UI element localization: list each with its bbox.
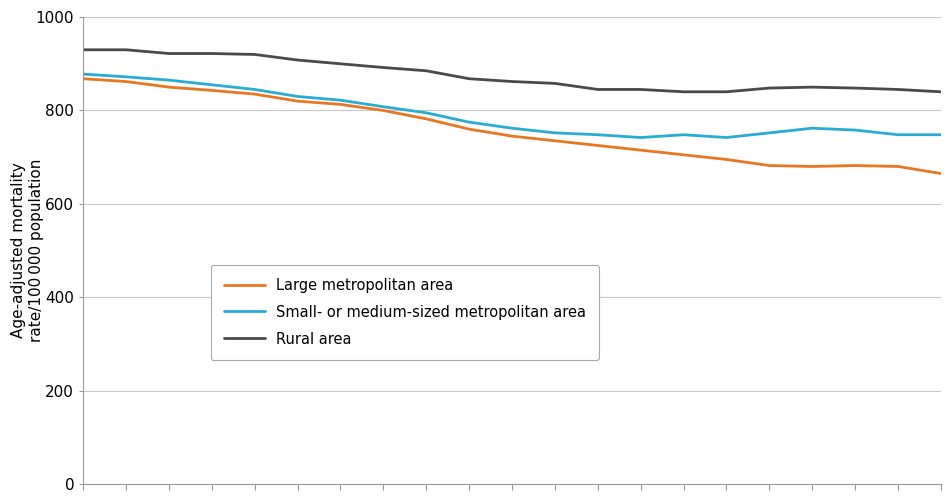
Small- or medium-sized metropolitan area	[935, 132, 946, 138]
Line: Large metropolitan area: Large metropolitan area	[83, 79, 941, 173]
Small- or medium-sized metropolitan area	[635, 135, 646, 141]
Small- or medium-sized metropolitan area	[549, 130, 561, 136]
Large metropolitan area	[292, 98, 304, 104]
Rural area	[120, 47, 131, 53]
Rural area	[292, 57, 304, 63]
Large metropolitan area	[249, 91, 261, 97]
Small- or medium-sized metropolitan area	[378, 104, 389, 110]
Y-axis label: Age-adjusted mortality
rate/100 000 population: Age-adjusted mortality rate/100 000 popu…	[11, 159, 44, 342]
Rural area	[635, 87, 646, 93]
Large metropolitan area	[506, 133, 518, 139]
Large metropolitan area	[635, 147, 646, 153]
Rural area	[207, 50, 218, 56]
Rural area	[378, 65, 389, 71]
Large metropolitan area	[207, 87, 218, 93]
Small- or medium-sized metropolitan area	[721, 135, 732, 141]
Large metropolitan area	[678, 152, 689, 158]
Large metropolitan area	[592, 143, 604, 149]
Large metropolitan area	[77, 76, 89, 82]
Small- or medium-sized metropolitan area	[120, 74, 131, 80]
Small- or medium-sized metropolitan area	[77, 71, 89, 77]
Small- or medium-sized metropolitan area	[806, 125, 818, 131]
Small- or medium-sized metropolitan area	[335, 97, 347, 103]
Rural area	[892, 87, 903, 93]
Large metropolitan area	[935, 170, 946, 176]
Rural area	[421, 68, 432, 74]
Large metropolitan area	[549, 138, 561, 144]
Rural area	[592, 87, 604, 93]
Rural area	[335, 61, 347, 67]
Rural area	[163, 50, 174, 56]
Rural area	[77, 47, 89, 53]
Small- or medium-sized metropolitan area	[163, 77, 174, 83]
Large metropolitan area	[721, 156, 732, 162]
Small- or medium-sized metropolitan area	[292, 93, 304, 99]
Rural area	[549, 80, 561, 86]
Rural area	[721, 89, 732, 95]
Small- or medium-sized metropolitan area	[592, 132, 604, 138]
Large metropolitan area	[806, 163, 818, 169]
Small- or medium-sized metropolitan area	[421, 110, 432, 116]
Rural area	[849, 85, 861, 91]
Legend: Large metropolitan area, Small- or medium-sized metropolitan area, Rural area: Large metropolitan area, Small- or mediu…	[210, 265, 600, 360]
Large metropolitan area	[849, 162, 861, 168]
Large metropolitan area	[464, 126, 475, 132]
Rural area	[806, 84, 818, 90]
Large metropolitan area	[378, 107, 389, 113]
Small- or medium-sized metropolitan area	[207, 82, 218, 88]
Large metropolitan area	[335, 101, 347, 107]
Rural area	[764, 85, 775, 91]
Small- or medium-sized metropolitan area	[506, 125, 518, 131]
Large metropolitan area	[421, 116, 432, 122]
Large metropolitan area	[120, 79, 131, 85]
Small- or medium-sized metropolitan area	[849, 127, 861, 133]
Line: Small- or medium-sized metropolitan area: Small- or medium-sized metropolitan area	[83, 74, 941, 138]
Small- or medium-sized metropolitan area	[249, 87, 261, 93]
Large metropolitan area	[892, 163, 903, 169]
Rural area	[935, 89, 946, 95]
Large metropolitan area	[163, 84, 174, 90]
Line: Rural area: Rural area	[83, 50, 941, 92]
Small- or medium-sized metropolitan area	[464, 119, 475, 125]
Small- or medium-sized metropolitan area	[892, 132, 903, 138]
Rural area	[678, 89, 689, 95]
Rural area	[249, 51, 261, 57]
Small- or medium-sized metropolitan area	[764, 130, 775, 136]
Large metropolitan area	[764, 162, 775, 168]
Rural area	[464, 76, 475, 82]
Small- or medium-sized metropolitan area	[678, 132, 689, 138]
Rural area	[506, 79, 518, 85]
